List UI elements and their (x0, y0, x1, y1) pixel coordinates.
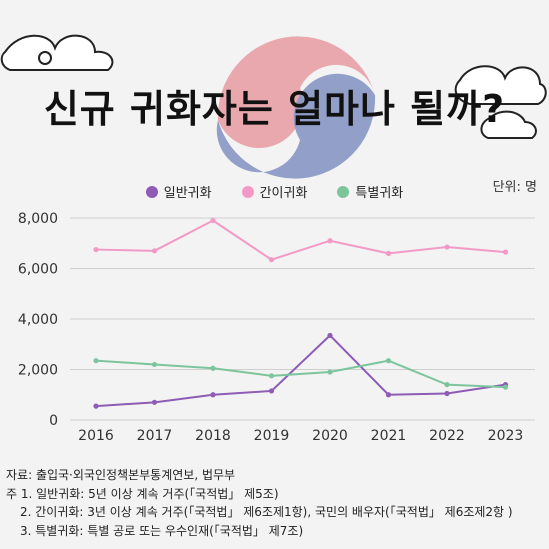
data-point (385, 392, 392, 398)
source-text: 자료: 출입국·외국인정책본부통계연보, 법무부 (6, 468, 236, 482)
data-point (210, 217, 216, 224)
data-point (151, 361, 158, 368)
data-point (210, 392, 216, 398)
series-line-1 (95, 219, 506, 261)
y-tick-label: 8,000 (18, 211, 58, 227)
x-tick-label: 2018 (195, 428, 231, 444)
page-title: 신규 귀화자는 얼마나 될까? (43, 87, 506, 131)
data-point (502, 249, 509, 255)
data-point (268, 388, 275, 394)
y-tick-label: 4,000 (18, 312, 58, 328)
data-point (327, 369, 333, 375)
x-tick-label: 2022 (429, 428, 465, 444)
data-point (268, 257, 275, 263)
series-line-2 (95, 359, 506, 389)
data-point (210, 365, 216, 371)
cloud-right-icon (454, 65, 547, 139)
data-point (93, 403, 99, 409)
cloud-left-icon (0, 34, 114, 71)
data-point (93, 358, 99, 364)
legend-label-general: 일반귀화 (163, 186, 212, 201)
x-tick-label: 2016 (78, 428, 114, 444)
legend-marker-special (337, 185, 350, 198)
y-tick-label: 6,000 (18, 262, 58, 278)
x-tick-label: 2023 (488, 428, 524, 444)
legend-label-simplified: 간이귀화 (259, 186, 308, 201)
legend-marker-simplified (241, 185, 254, 198)
legend-label-special: 특별귀화 (355, 186, 404, 201)
data-point (385, 358, 392, 364)
data-point (268, 373, 275, 379)
legend-item-simplified: 간이귀화 (241, 182, 308, 201)
x-tick-label: 2017 (137, 428, 173, 444)
legend-marker-general (145, 185, 158, 198)
legend-item-special: 특별귀화 (337, 182, 403, 201)
data-point (151, 248, 158, 254)
data-point (327, 332, 333, 339)
source-notes: 자료: 출입국·외국인정책본부통계연보, 법무부 주 1. 일반귀화: 5년 이… (6, 466, 513, 540)
note-3: 3. 특별귀화: 특별 공로 또는 우수인재(「국적법」 제7조) (20, 523, 304, 538)
data-point (444, 382, 450, 388)
y-tick-label: 2,000 (18, 363, 58, 379)
data-point (151, 399, 158, 405)
taegeuk-background-decoration (0, 34, 547, 179)
x-tick-label: 2021 (371, 428, 407, 444)
data-point (444, 244, 450, 250)
y-tick-label: 0 (49, 413, 58, 429)
note-2: 2. 간이귀화: 3년 이상 계속 거주(「국적법」 제6조제1항), 국민의 … (20, 505, 513, 519)
data-point (93, 246, 99, 253)
unit-label: 단위: 명 (492, 180, 537, 195)
x-tick-label: 2020 (312, 428, 348, 444)
data-point (327, 238, 333, 244)
chart-legend: 일반귀화 간이귀화 특별귀화 (0, 182, 549, 201)
series-line-0 (95, 334, 506, 408)
data-point (385, 250, 392, 256)
legend-item-general: 일반귀화 (145, 182, 212, 201)
data-point (444, 390, 450, 397)
line-chart: 0 2,000 4,000 6,000 8,000 2016 2017 2018 2019 202… (18, 211, 535, 444)
note-1: 주 1. 일반귀화: 5년 이상 계속 거주(「국적법」 제5조) (6, 486, 279, 501)
data-point (502, 384, 509, 390)
x-tick-label: 2019 (254, 428, 290, 444)
